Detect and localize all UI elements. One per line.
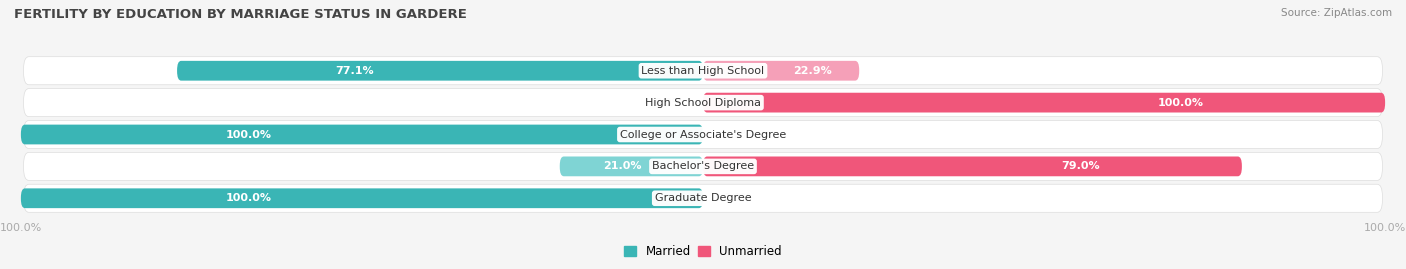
Text: 22.9%: 22.9% (793, 66, 832, 76)
FancyBboxPatch shape (24, 89, 1382, 117)
FancyBboxPatch shape (21, 188, 703, 208)
Text: 100.0%: 100.0% (225, 193, 271, 203)
FancyBboxPatch shape (24, 57, 1382, 85)
FancyBboxPatch shape (21, 125, 703, 144)
Text: FERTILITY BY EDUCATION BY MARRIAGE STATUS IN GARDERE: FERTILITY BY EDUCATION BY MARRIAGE STATU… (14, 8, 467, 21)
FancyBboxPatch shape (560, 157, 703, 176)
Text: 21.0%: 21.0% (603, 161, 641, 171)
Text: Less than High School: Less than High School (641, 66, 765, 76)
Text: 0.0%: 0.0% (724, 129, 752, 140)
Text: College or Associate's Degree: College or Associate's Degree (620, 129, 786, 140)
Text: 100.0%: 100.0% (225, 129, 271, 140)
FancyBboxPatch shape (24, 121, 1382, 148)
Text: High School Diploma: High School Diploma (645, 98, 761, 108)
FancyBboxPatch shape (24, 152, 1382, 180)
Text: 0.0%: 0.0% (724, 193, 752, 203)
FancyBboxPatch shape (703, 93, 1385, 112)
Text: Graduate Degree: Graduate Degree (655, 193, 751, 203)
Text: 79.0%: 79.0% (1062, 161, 1099, 171)
Text: Bachelor's Degree: Bachelor's Degree (652, 161, 754, 171)
FancyBboxPatch shape (703, 61, 859, 81)
FancyBboxPatch shape (703, 157, 1241, 176)
FancyBboxPatch shape (24, 184, 1382, 212)
FancyBboxPatch shape (177, 61, 703, 81)
Text: Source: ZipAtlas.com: Source: ZipAtlas.com (1281, 8, 1392, 18)
Text: 100.0%: 100.0% (1157, 98, 1204, 108)
Legend: Married, Unmarried: Married, Unmarried (620, 240, 786, 263)
Text: 77.1%: 77.1% (335, 66, 374, 76)
Text: 0.0%: 0.0% (654, 98, 682, 108)
